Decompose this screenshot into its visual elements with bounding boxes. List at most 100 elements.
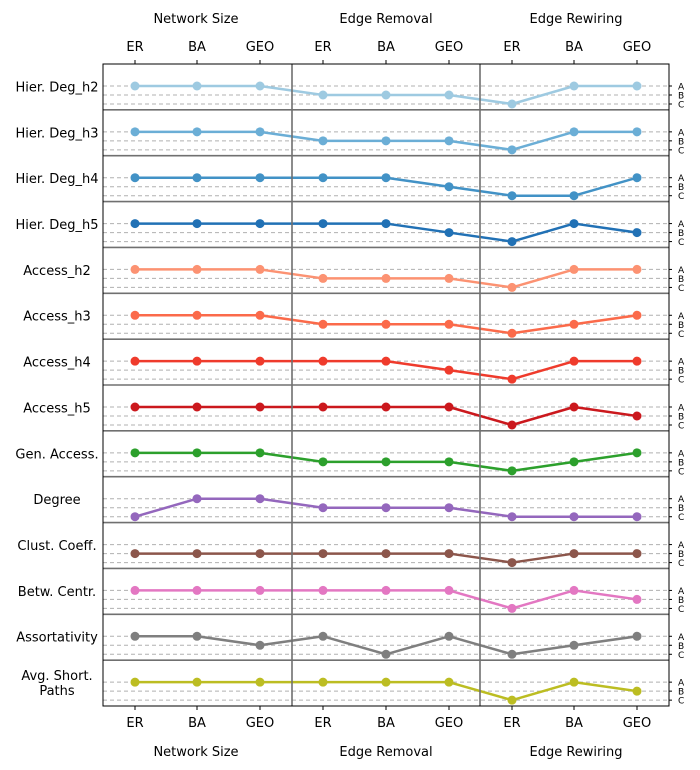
point-assortativity-8 (632, 631, 642, 641)
level-label-clust-coeff-C: C (678, 559, 684, 569)
point-access-h3-4 (381, 319, 391, 329)
point-access-h4-8 (632, 356, 642, 366)
point-access-h5-7 (569, 402, 579, 412)
level-label-betw-centr-A: A (678, 587, 685, 597)
row-label-gen-access: Gen. Access. (15, 447, 98, 462)
group-title-top-edge-rewiring: Edge Rewiring (530, 12, 623, 27)
row-label-degree: Degree (33, 493, 80, 508)
point-clust-coeff-8 (632, 549, 642, 559)
point-betw-centr-7 (569, 585, 579, 595)
point-hier-deg-h2-6 (507, 99, 517, 109)
level-label-gen-access-B: B (678, 458, 684, 468)
point-clust-coeff-7 (569, 549, 579, 559)
x-tick-label-top-0: ER (126, 40, 143, 55)
point-clust-coeff-3 (318, 549, 328, 559)
point-avg-short-paths-8 (632, 686, 642, 696)
point-hier-deg-h3-1 (192, 127, 202, 137)
row-label-hier-deg-h2: Hier. Deg_h2 (15, 80, 98, 95)
level-label-assortativity-A: A (678, 633, 685, 643)
point-hier-deg-h3-3 (318, 136, 328, 146)
point-gen-access-2 (255, 448, 265, 458)
x-tick-label-bottom-3: ER (314, 716, 331, 731)
point-hier-deg-h4-0 (130, 173, 140, 183)
level-label-access-h2-A: A (678, 266, 685, 276)
point-gen-access-7 (569, 457, 579, 467)
level-label-access-h5-A: A (678, 404, 685, 414)
level-label-hier-deg-h4-A: A (678, 174, 685, 184)
point-gen-access-3 (318, 457, 328, 467)
point-access-h4-5 (444, 365, 454, 375)
level-label-access-h5-C: C (678, 422, 684, 432)
level-label-degree-A: A (678, 495, 685, 505)
level-label-access-h4-B: B (678, 367, 684, 377)
point-hier-deg-h5-7 (569, 219, 579, 229)
point-gen-access-6 (507, 466, 517, 476)
level-label-avg-short-paths-C: C (678, 697, 684, 707)
level-label-access-h5-B: B (678, 413, 684, 423)
level-label-gen-access-C: C (678, 467, 684, 477)
level-label-hier-deg-h4-C: C (678, 192, 684, 202)
row-label-access-h4: Access_h4 (23, 356, 91, 371)
series-layer (130, 81, 642, 705)
row-label-hier-deg-h4: Hier. Deg_h4 (15, 172, 98, 187)
row-label-avg-short-paths: Avg. Short. Paths (21, 669, 92, 699)
group-title-bottom-network-size: Network Size (153, 745, 238, 760)
point-access-h4-2 (255, 356, 265, 366)
point-hier-deg-h4-4 (381, 173, 391, 183)
point-gen-access-8 (632, 448, 642, 458)
level-label-gen-access-A: A (678, 449, 685, 459)
point-degree-0 (130, 512, 140, 522)
level-label-hier-deg-h2-B: B (678, 92, 684, 102)
point-hier-deg-h2-8 (632, 81, 642, 91)
point-hier-deg-h5-6 (507, 237, 517, 247)
point-degree-5 (444, 503, 454, 513)
point-hier-deg-h2-7 (569, 81, 579, 91)
point-hier-deg-h2-5 (444, 90, 454, 100)
point-hier-deg-h2-1 (192, 81, 202, 91)
row-label-hier-deg-h5: Hier. Deg_h5 (15, 218, 98, 233)
point-hier-deg-h5-3 (318, 219, 328, 229)
point-betw-centr-2 (255, 585, 265, 595)
point-access-h5-5 (444, 402, 454, 412)
level-label-betw-centr-B: B (678, 596, 684, 606)
point-access-h4-6 (507, 374, 517, 384)
point-hier-deg-h4-5 (444, 182, 454, 192)
point-hier-deg-h4-7 (569, 191, 579, 201)
point-betw-centr-5 (444, 585, 454, 595)
point-hier-deg-h5-4 (381, 219, 391, 229)
x-tick-label-bottom-2: GEO (246, 716, 275, 731)
plot-frame (102, 63, 670, 707)
point-access-h2-3 (318, 273, 328, 283)
point-clust-coeff-6 (507, 558, 517, 568)
point-hier-deg-h3-7 (569, 127, 579, 137)
level-label-access-h3-B: B (678, 321, 684, 331)
point-avg-short-paths-6 (507, 695, 517, 705)
point-assortativity-7 (569, 640, 579, 650)
point-hier-deg-h5-5 (444, 228, 454, 238)
level-label-hier-deg-h3-B: B (678, 137, 684, 147)
x-tick-label-top-3: ER (314, 40, 331, 55)
point-access-h3-8 (632, 310, 642, 320)
point-avg-short-paths-0 (130, 677, 140, 687)
point-access-h5-1 (192, 402, 202, 412)
x-tick-label-bottom-6: ER (503, 716, 520, 731)
point-access-h5-8 (632, 411, 642, 421)
point-access-h3-3 (318, 319, 328, 329)
level-label-hier-deg-h5-B: B (678, 229, 684, 239)
point-access-h5-6 (507, 420, 517, 430)
x-tick-label-top-8: GEO (623, 40, 652, 55)
level-label-hier-deg-h3-C: C (678, 146, 684, 156)
point-clust-coeff-1 (192, 549, 202, 559)
x-tick-label-bottom-5: GEO (435, 716, 464, 731)
level-label-assortativity-B: B (678, 642, 684, 652)
point-betw-centr-6 (507, 603, 517, 613)
point-hier-deg-h3-5 (444, 136, 454, 146)
point-access-h2-5 (444, 273, 454, 283)
row-label-clust-coeff: Clust. Coeff. (17, 539, 96, 554)
frame-layer (102, 60, 672, 710)
point-hier-deg-h2-4 (381, 90, 391, 100)
point-access-h5-0 (130, 402, 140, 412)
point-hier-deg-h3-0 (130, 127, 140, 137)
level-label-hier-deg-h2-A: A (678, 83, 685, 93)
point-access-h2-7 (569, 264, 579, 274)
